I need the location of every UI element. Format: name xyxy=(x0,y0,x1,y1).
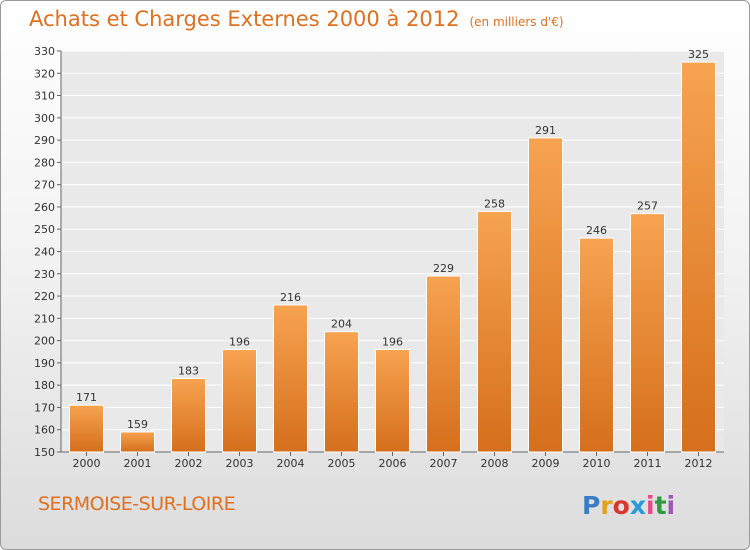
logo-letter: o xyxy=(612,491,630,520)
y-tick-label: 300 xyxy=(34,112,55,125)
x-tick-label-2012: 2012 xyxy=(685,457,713,470)
bar-2012 xyxy=(681,61,716,453)
value-label-2001: 159 xyxy=(127,418,148,431)
y-tick-label: 320 xyxy=(34,67,55,80)
bar-2008 xyxy=(477,210,512,453)
logo-letter: x xyxy=(629,491,646,520)
y-tick-label: 250 xyxy=(34,223,55,236)
value-label-2011: 257 xyxy=(637,200,658,213)
y-tick-label: 330 xyxy=(34,45,55,58)
value-label-2003: 196 xyxy=(229,336,250,349)
x-tick-label-2001: 2001 xyxy=(124,457,152,470)
bar-2001 xyxy=(120,431,155,453)
logo-letter: i xyxy=(646,491,655,520)
logo-letter: r xyxy=(600,491,613,520)
y-tick-label: 290 xyxy=(34,134,55,147)
chart-unit: (en milliers d'€) xyxy=(469,15,564,29)
y-tick-label: 240 xyxy=(34,246,55,259)
bar-2009 xyxy=(528,137,563,453)
x-tick-label-2009: 2009 xyxy=(532,457,560,470)
x-tick-label-2010: 2010 xyxy=(583,457,611,470)
y-tick-label: 170 xyxy=(34,401,55,414)
y-tick-label: 190 xyxy=(34,357,55,370)
value-label-2005: 204 xyxy=(331,318,352,331)
y-tick-label: 220 xyxy=(34,290,55,303)
x-tick-label-2007: 2007 xyxy=(430,457,458,470)
y-tick-label: 310 xyxy=(34,90,55,103)
value-label-2006: 196 xyxy=(382,336,403,349)
logo-letter: t xyxy=(654,491,667,520)
x-tick-label-2011: 2011 xyxy=(634,457,662,470)
bar-2005 xyxy=(324,331,359,453)
y-tick-label: 280 xyxy=(34,156,55,169)
bar-2003 xyxy=(222,349,257,453)
value-label-2010: 246 xyxy=(586,224,607,237)
bar-2011 xyxy=(630,213,665,453)
value-label-2009: 291 xyxy=(535,124,556,137)
x-tick-label-2006: 2006 xyxy=(379,457,407,470)
y-tick-label: 260 xyxy=(34,201,55,214)
bar-2002 xyxy=(171,377,206,453)
bar-2004 xyxy=(273,304,308,453)
logo-letter: i xyxy=(666,491,676,520)
value-label-2008: 258 xyxy=(484,197,505,210)
x-tick-label-2004: 2004 xyxy=(277,457,305,470)
bar-2007 xyxy=(426,275,461,453)
y-tick-label: 160 xyxy=(34,424,55,437)
x-tick-label-2003: 2003 xyxy=(226,457,254,470)
logo-letter: P xyxy=(582,491,601,520)
place-name: SERMOISE-SUR-LOIRE xyxy=(38,493,236,515)
value-label-2002: 183 xyxy=(178,364,199,377)
value-label-2004: 216 xyxy=(280,291,301,304)
y-tick-label: 230 xyxy=(34,268,55,281)
y-tick-label: 200 xyxy=(34,335,55,348)
bar-2006 xyxy=(375,349,410,453)
x-tick-label-2002: 2002 xyxy=(175,457,203,470)
bar-2010 xyxy=(579,237,614,453)
y-tick-label: 270 xyxy=(34,179,55,192)
value-label-2000: 171 xyxy=(76,391,97,404)
chart-title-text: Achats et Charges Externes 2000 à 2012 xyxy=(29,7,460,31)
x-tick-label-2008: 2008 xyxy=(481,457,509,470)
proxiti-logo: Proxiti xyxy=(582,491,675,520)
value-label-2007: 229 xyxy=(433,262,454,275)
x-tick-label-2005: 2005 xyxy=(328,457,356,470)
y-tick-label: 210 xyxy=(34,312,55,325)
chart-title: Achats et Charges Externes 2000 à 2012 (e… xyxy=(29,7,564,31)
bar-2000 xyxy=(69,404,104,453)
x-tick-label-2000: 2000 xyxy=(73,457,101,470)
y-tick-label: 180 xyxy=(34,379,55,392)
y-tick-label: 150 xyxy=(34,446,55,459)
value-label-2012: 325 xyxy=(688,48,709,61)
